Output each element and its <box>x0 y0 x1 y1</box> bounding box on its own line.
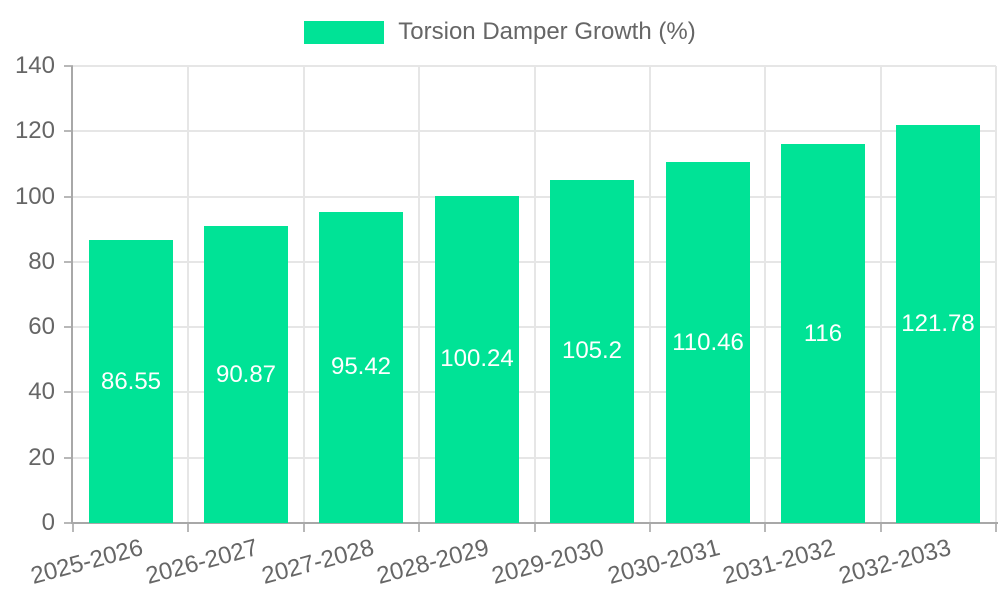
y-axis-tick <box>64 326 73 329</box>
x-axis-tick <box>302 523 305 532</box>
y-axis-tick <box>64 391 73 394</box>
y-axis-label: 20 <box>28 443 55 471</box>
x-axis-tick <box>72 523 74 532</box>
gridline-vertical <box>187 66 190 523</box>
y-axis-tick <box>64 456 73 459</box>
x-axis-label: 2028-2029 <box>373 534 492 590</box>
bar-value-label: 110.46 <box>672 328 744 356</box>
gridline-vertical <box>764 66 767 523</box>
x-axis-label: 2032-2033 <box>835 534 954 590</box>
bar[interactable]: 100.24 <box>435 195 519 523</box>
bar[interactable]: 116 <box>781 144 865 523</box>
gridline-vertical <box>302 66 305 523</box>
x-axis-line <box>71 522 998 524</box>
bar-value-label: 100.24 <box>440 345 514 373</box>
bar-value-label: 105.2 <box>561 337 623 365</box>
x-axis-tick <box>764 523 767 532</box>
y-axis-label: 100 <box>14 182 55 210</box>
x-axis-tick <box>187 523 190 532</box>
y-axis-label: 120 <box>14 117 55 145</box>
bar[interactable]: 105.2 <box>550 179 634 523</box>
bar[interactable]: 95.42 <box>319 211 403 523</box>
gridline-vertical <box>533 66 536 523</box>
x-axis-label: 2031-2032 <box>720 534 838 590</box>
x-axis-tick <box>879 523 882 532</box>
y-axis-tick <box>64 65 73 67</box>
bar-value-label: 86.55 <box>100 367 162 395</box>
x-axis-tick <box>418 523 421 532</box>
gridline-vertical <box>418 66 421 523</box>
y-axis-tick <box>64 195 73 198</box>
bar[interactable]: 86.55 <box>89 240 173 523</box>
y-axis-label: 0 <box>41 509 55 536</box>
gridline-vertical <box>995 66 997 523</box>
legend-swatch <box>304 20 385 44</box>
x-axis-label: 2025-2026 <box>27 534 146 590</box>
bar-value-label: 121.78 <box>901 310 975 338</box>
y-axis-tick <box>64 522 73 524</box>
y-axis-label: 140 <box>14 52 55 79</box>
y-axis-label: 80 <box>28 247 55 275</box>
x-axis-tick <box>648 523 651 532</box>
legend[interactable]: Torsion Damper Growth (%) <box>0 18 1000 46</box>
y-axis-label: 60 <box>28 313 55 341</box>
gridline-vertical <box>648 66 651 523</box>
y-axis-tick <box>64 260 73 263</box>
bar[interactable]: 121.78 <box>896 125 980 523</box>
x-axis-label: 2027-2028 <box>258 534 377 590</box>
y-axis-tick <box>64 130 73 133</box>
x-axis-tick <box>995 523 997 532</box>
y-axis-line <box>71 66 73 523</box>
legend-label: Torsion Damper Growth (%) <box>398 18 696 45</box>
bar-value-label: 95.42 <box>330 353 392 381</box>
bar[interactable]: 90.87 <box>204 226 288 523</box>
bar-value-label: 116 <box>803 319 843 347</box>
x-axis-label: 2026-2027 <box>143 534 262 590</box>
x-axis-label: 2029-2030 <box>489 534 608 590</box>
x-axis-tick <box>533 523 536 532</box>
y-axis-label: 40 <box>28 378 55 406</box>
bar-value-label: 90.87 <box>215 360 277 388</box>
bar[interactable]: 110.46 <box>666 162 750 523</box>
gridline-vertical <box>879 66 882 523</box>
x-axis-label: 2030-2031 <box>604 534 723 590</box>
